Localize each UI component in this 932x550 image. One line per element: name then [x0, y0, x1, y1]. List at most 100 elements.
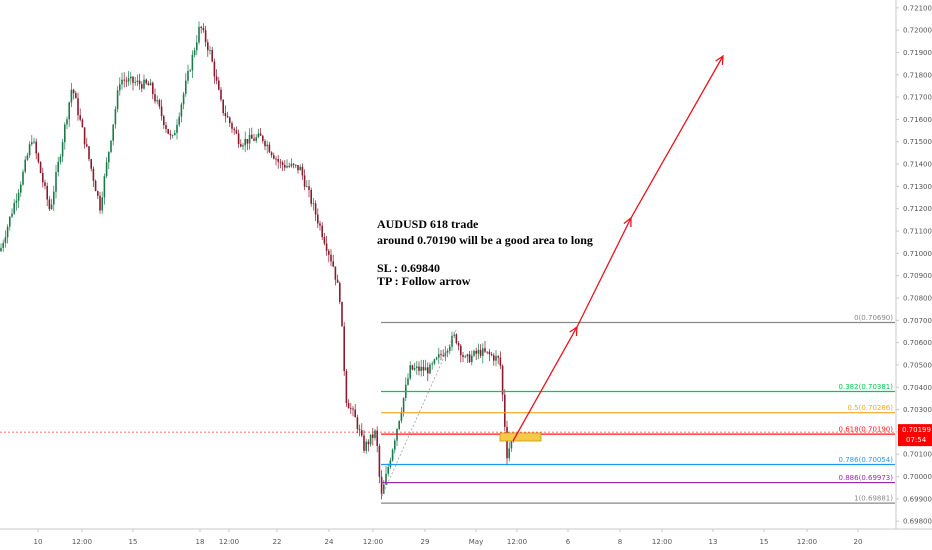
bullish-candle: [466, 354, 469, 357]
bullish-candle: [299, 166, 301, 171]
bullish-candle: [53, 191, 55, 205]
price-tick-label: 0.70300: [903, 406, 932, 414]
bearish-candle: [229, 117, 231, 124]
time-tick-label: 6: [566, 538, 571, 546]
bearish-candle: [169, 133, 172, 136]
trade-annotation[interactable]: AUDUSD 618 trade around 0.70190 will be …: [377, 217, 593, 288]
bearish-candle: [499, 357, 502, 366]
bullish-candle: [290, 163, 293, 167]
bearish-candle: [218, 80, 220, 90]
bullish-candle: [193, 50, 196, 55]
bearish-candle: [380, 476, 383, 494]
bullish-candle: [9, 216, 11, 227]
projection-arrow[interactable]: [512, 54, 724, 442]
bearish-candle: [154, 94, 156, 102]
bullish-candle: [449, 346, 451, 351]
time-axis[interactable]: 10 12:00 15 18 12:00 22 24 12:00 29 May 12:00 6 8 12:…: [0, 528, 932, 546]
bullish-candle: [389, 460, 392, 468]
time-tick-label: 12:00: [363, 538, 383, 546]
bullish-candle: [33, 141, 35, 143]
bullish-candle: [510, 439, 513, 449]
bullish-candle: [402, 397, 405, 412]
bullish-candle: [171, 135, 174, 137]
bullish-candle: [385, 473, 387, 485]
bullish-candle: [108, 151, 110, 163]
bearish-candle: [42, 172, 44, 183]
bearish-candle: [376, 430, 378, 446]
bullish-candle: [68, 102, 70, 120]
price-tick-label: 0.71700: [903, 94, 932, 102]
fib-level-label: 0(0.70690): [854, 314, 893, 322]
bullish-candle: [413, 368, 416, 370]
price-tick-label: 0.72100: [903, 4, 932, 12]
bearish-candle: [488, 351, 491, 355]
bullish-candle: [255, 137, 257, 141]
bullish-candle: [244, 138, 246, 146]
fib-level-label: 0.886(0.69973): [839, 474, 894, 482]
price-tick-label: 0.70600: [903, 339, 932, 347]
bullish-candle: [196, 42, 198, 51]
bearish-candle: [440, 354, 442, 355]
fib-level-label: 1(0.69881): [854, 495, 893, 503]
bearish-candle: [332, 261, 334, 267]
price-tick-label: 0.70500: [903, 361, 932, 369]
bearish-candle: [222, 99, 224, 114]
annotation-take-profit: TP : Follow arrow: [377, 274, 471, 288]
bearish-candle: [284, 164, 286, 168]
bullish-candle: [149, 82, 152, 86]
fib-level-label: 0.382(0.70381): [839, 383, 894, 391]
bullish-candle: [266, 144, 268, 147]
bullish-candle: [435, 357, 438, 360]
bearish-candle: [297, 165, 299, 171]
bearish-candle: [138, 80, 141, 85]
bullish-candle: [257, 133, 260, 138]
time-tick-label: 20: [854, 538, 863, 546]
bearish-candle: [259, 133, 262, 136]
bullish-candle: [174, 132, 176, 136]
bullish-candle: [26, 155, 29, 160]
bearish-candle: [358, 429, 361, 431]
bullish-candle: [473, 350, 475, 356]
bearish-candle: [295, 164, 297, 166]
time-tick-label: 8: [618, 538, 622, 546]
bearish-candle: [81, 119, 84, 128]
bearish-candle: [211, 50, 213, 62]
candlestick-series: [0, 21, 515, 500]
bearish-candle: [83, 127, 86, 145]
bearish-candle: [497, 356, 499, 358]
bearish-candle: [343, 326, 345, 372]
bearish-candle: [262, 135, 264, 142]
bearish-candle: [341, 301, 343, 327]
bearish-candle: [328, 250, 330, 255]
fib-trend-line[interactable]: [381, 327, 458, 497]
bearish-candle: [427, 367, 429, 374]
bearish-candle: [167, 129, 169, 134]
bullish-candle: [365, 441, 367, 451]
entry-zone-rectangle[interactable]: [499, 432, 542, 442]
current-price-value: 0.70199: [902, 426, 931, 434]
fibonacci-retracement[interactable]: 0(0.70690) 0.382(0.70381) 0.5(0.70286) 0.61…: [381, 314, 895, 504]
bearish-candle: [292, 163, 295, 165]
bearish-candle: [277, 158, 279, 162]
bearish-candle: [279, 161, 282, 163]
bearish-candle: [455, 334, 458, 344]
bearish-candle: [468, 354, 471, 363]
bearish-candle: [35, 141, 37, 154]
bearish-candle: [334, 266, 337, 280]
bearish-candle: [75, 93, 77, 99]
fib-level-label: 0.618(0.70190): [839, 426, 894, 434]
bullish-candle: [446, 350, 449, 353]
bearish-candle: [233, 128, 235, 131]
bullish-candle: [178, 116, 180, 125]
bearish-candle: [321, 225, 323, 238]
bullish-candle: [286, 166, 288, 168]
bearish-candle: [46, 185, 48, 200]
bullish-candle: [471, 355, 473, 363]
price-tick-label: 0.71500: [903, 138, 932, 146]
bullish-candle: [185, 80, 187, 94]
bearish-candle: [246, 138, 249, 144]
bullish-candle: [374, 430, 376, 438]
time-tick-label: 12:00: [219, 538, 239, 546]
bearish-candle: [39, 161, 42, 173]
